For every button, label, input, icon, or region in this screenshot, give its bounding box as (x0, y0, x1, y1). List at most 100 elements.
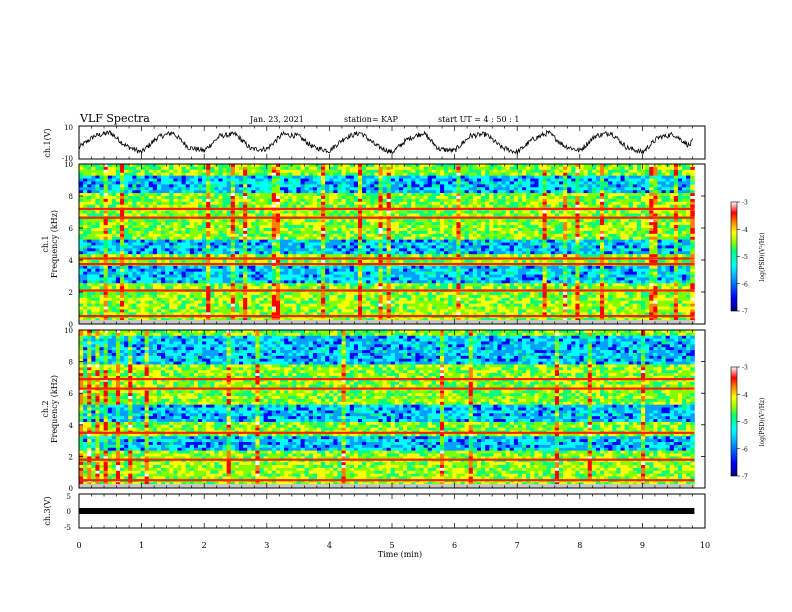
spectrogram-cell (156, 228, 162, 232)
spectrogram-cell (370, 178, 375, 182)
spectrogram-cell (657, 222, 662, 226)
spectrogram-cell (202, 228, 207, 232)
spectrogram-cell (210, 219, 215, 223)
spectrogram-cell (456, 204, 461, 209)
spectrogram-cell (345, 242, 351, 246)
spectrogram-cell (673, 172, 679, 177)
spectrogram-cell (202, 248, 207, 252)
spectrogram-cell (144, 198, 150, 203)
spectrogram-cell (423, 210, 429, 214)
spectrogram-cell (542, 190, 548, 194)
spectrogram-cell (259, 248, 265, 252)
spectrogram-cell (226, 239, 232, 243)
spectrogram-cell (251, 233, 256, 238)
spectrogram-cell (120, 239, 125, 243)
spectrogram-cell (501, 242, 507, 246)
spectrogram-cell (107, 254, 113, 258)
spectrogram-cell (169, 245, 174, 249)
spectrogram-cell (567, 164, 572, 168)
spectrogram-cell (300, 242, 306, 246)
spectrogram-cell (665, 242, 671, 246)
spectrogram-cell (259, 236, 265, 241)
spectrogram-cell (587, 193, 593, 197)
spectrogram-cell (657, 201, 662, 206)
spectrogram-cell (173, 230, 178, 235)
spectrogram-cell (357, 213, 363, 217)
spectrogram-cell (394, 219, 400, 223)
spectrogram-cell (550, 196, 556, 200)
spectrogram-cell (489, 230, 494, 235)
spectrogram-cell (513, 248, 519, 252)
spectrogram-cell (218, 184, 223, 188)
spectrogram-cell (316, 245, 322, 249)
spectrogram-cell (226, 198, 232, 203)
spectrogram-cell (435, 204, 441, 209)
spectrogram-cell (628, 175, 634, 179)
spectrogram-cell (415, 219, 420, 223)
spectrogram-cell (620, 248, 626, 252)
spectrogram-cell (649, 230, 654, 235)
spectrogram-cell (144, 175, 150, 179)
spectrogram-cell (206, 184, 211, 188)
spectrogram-cell (505, 225, 511, 229)
spectrogram-cell (657, 239, 662, 243)
spectrogram-cell (419, 184, 424, 188)
spectrogram-cell (263, 251, 269, 255)
spectrogram-cell (513, 210, 519, 214)
spectrogram-cell (431, 245, 437, 249)
spectrogram-cell (91, 187, 96, 191)
spectrogram-cell (509, 169, 515, 174)
spectrogram-cell (366, 245, 371, 249)
spectrogram-cell (111, 228, 117, 232)
spectrogram-cell (214, 178, 219, 182)
spectrogram-cell (202, 181, 207, 185)
spectrogram-cell (357, 190, 363, 194)
spectrogram-cell (341, 251, 347, 255)
spectrogram-cell (554, 187, 560, 191)
spectrogram-cell (567, 228, 572, 232)
spectrogram-cell (501, 184, 507, 188)
spectrogram-cell (312, 239, 318, 243)
spectrogram-cell (604, 193, 609, 197)
spectrogram-cell (485, 201, 490, 206)
spectrogram-cell (255, 222, 260, 226)
spectrogram-cell (156, 242, 162, 246)
spectrogram-cell (542, 230, 548, 235)
spectrogram-cell (509, 228, 515, 232)
spectrogram-cell (156, 219, 162, 223)
spectrogram-cell (247, 175, 252, 179)
spectrogram-cell (567, 219, 572, 223)
spectrogram-cell (345, 219, 351, 223)
spectrogram-cell (493, 251, 498, 255)
spectrogram-cell (333, 242, 338, 246)
spectrogram-cell (337, 242, 342, 246)
spectrogram-cell (288, 187, 293, 191)
spectrogram-cell (288, 219, 293, 223)
spectrogram-cell (144, 196, 150, 200)
spectrogram-cell (550, 239, 556, 243)
spectrogram-cell (501, 225, 507, 229)
spectrogram-cell (353, 181, 359, 185)
spectrogram-cell (362, 166, 367, 171)
spectrogram-cell (136, 233, 141, 238)
spectrogram-cell (554, 213, 560, 217)
spectrogram-cell (296, 169, 301, 174)
spectrogram-cell (271, 184, 277, 188)
spectrogram-cell (140, 251, 146, 255)
spectrogram-cell (333, 236, 338, 241)
spectrogram-cell (604, 251, 609, 255)
spectrogram-cell (505, 254, 511, 258)
spectrogram-cell (115, 254, 121, 258)
spectrogram-cell (366, 213, 371, 217)
spectrogram-cell (337, 254, 342, 258)
spectrogram-cell (251, 178, 256, 182)
spectrogram-cell (206, 166, 211, 171)
spectrogram-cell (444, 222, 449, 226)
spectrogram-cell (513, 233, 519, 238)
spectrogram-cell (382, 230, 388, 235)
spectrogram-cell (165, 222, 170, 226)
spectrogram-cell (481, 166, 486, 171)
spectrogram-cell (120, 184, 125, 188)
spectrogram-cell (267, 175, 273, 179)
spectrogram-cell (657, 196, 662, 200)
